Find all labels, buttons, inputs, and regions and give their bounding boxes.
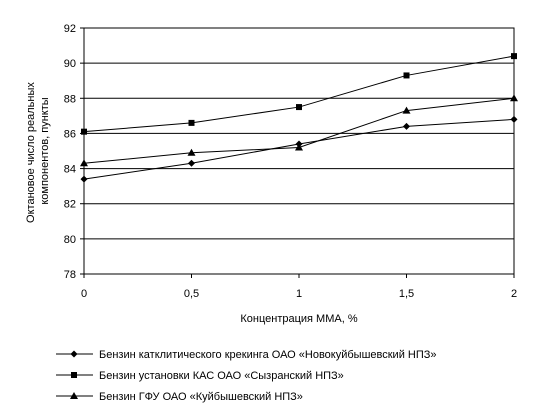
y-axis-ticks: 78 80 82 84 86 88 90 92 — [64, 23, 84, 281]
x-tick-label: 0 — [81, 288, 87, 300]
data-point-square — [71, 372, 77, 378]
data-point-diamond — [403, 122, 410, 130]
legend: Бензин катклитического крекинга ОАО «Нов… — [56, 349, 437, 403]
y-tick-label: 90 — [64, 58, 76, 70]
x-tick-label: 2 — [511, 288, 517, 300]
data-point-square — [81, 128, 87, 135]
y-tick-label: 92 — [64, 23, 76, 35]
y-tick-label: 86 — [64, 128, 76, 140]
data-point-triangle — [402, 106, 411, 114]
data-point-triangle — [187, 148, 196, 156]
data-point-diamond — [80, 175, 88, 183]
data-point-triangle — [295, 143, 303, 151]
data-point-square — [296, 104, 302, 111]
data-point-diamond — [188, 159, 195, 167]
y-axis-title: Октановое число реальных компонентов, пу… — [25, 79, 51, 223]
x-tick-label: 1,5 — [399, 288, 414, 300]
y-axis-title-line-2: компонентов, пункты — [39, 97, 51, 204]
data-point-triangle — [510, 94, 518, 102]
grid-lines — [84, 62, 514, 240]
data-point-triangle — [70, 392, 78, 399]
legend-label: Бензин катклитического крекинга ОАО «Нов… — [99, 349, 437, 361]
x-tick-label: 0,5 — [184, 288, 199, 300]
y-tick-label: 80 — [64, 234, 76, 246]
x-axis-title: Концентрация ММА, % — [240, 313, 357, 325]
x-tick-label: 1 — [296, 288, 302, 300]
series-3 — [80, 94, 518, 167]
data-point-square — [511, 53, 517, 60]
legend-label: Бензин ГФУ ОАО «Куйбышевский НПЗ» — [99, 391, 303, 403]
series-layer — [80, 53, 518, 183]
data-point-square — [188, 119, 195, 126]
plot-area — [83, 27, 515, 275]
legend-item-3: Бензин ГФУ ОАО «Куйбышевский НПЗ» — [56, 391, 303, 403]
legend-label: Бензин установки КАС ОАО «Сызранский НПЗ… — [99, 370, 344, 382]
y-tick-label: 82 — [64, 199, 76, 211]
x-axis-ticks: 0 0,5 1 1,5 2 — [81, 274, 517, 300]
data-point-diamond — [70, 350, 78, 358]
legend-item-1: Бензин катклитического крекинга ОАО «Нов… — [56, 349, 437, 361]
y-tick-label: 78 — [64, 269, 76, 281]
data-point-triangle — [80, 159, 88, 167]
legend-item-2: Бензин установки КАС ОАО «Сызранский НПЗ… — [56, 370, 344, 382]
series-2 — [81, 53, 517, 135]
data-point-square — [403, 72, 410, 79]
data-point-diamond — [510, 115, 518, 123]
y-tick-label: 84 — [64, 164, 76, 176]
y-axis-title-line-1: Октановое число реальных — [25, 82, 37, 223]
series-line — [83, 55, 515, 133]
y-tick-label: 88 — [64, 93, 76, 105]
